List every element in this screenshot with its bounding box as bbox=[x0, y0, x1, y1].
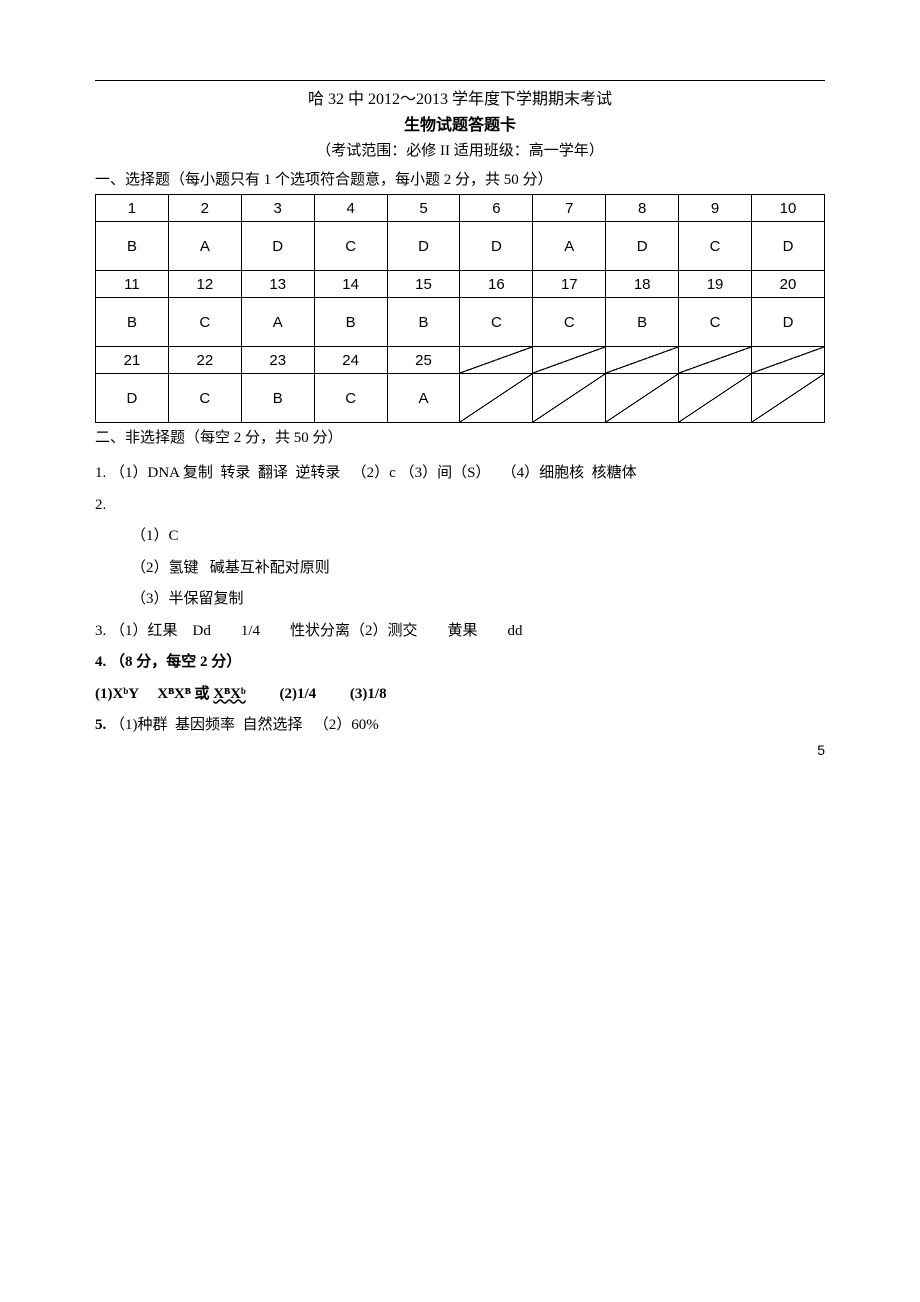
empty-cell bbox=[460, 374, 533, 423]
q4-line: (1)XᵇY XᴮXᴮ 或 XᴮXᵇ (2)1/4 (3)1/8 bbox=[95, 679, 825, 711]
qnum: 11 bbox=[96, 271, 169, 298]
qnum: 4 bbox=[314, 195, 387, 222]
answer-cell: A bbox=[533, 222, 606, 271]
table-row: 11 12 13 14 15 16 17 18 19 20 bbox=[96, 271, 825, 298]
answer-cell: A bbox=[168, 222, 241, 271]
empty-cell bbox=[679, 374, 752, 423]
answer-cell: C bbox=[679, 222, 752, 271]
table-row: B A D C D D A D C D bbox=[96, 222, 825, 271]
empty-cell bbox=[752, 374, 825, 423]
empty-cell bbox=[679, 347, 752, 374]
top-rule bbox=[95, 80, 825, 81]
answer-cell: B bbox=[606, 298, 679, 347]
answer-cell: B bbox=[96, 222, 169, 271]
table-row: 1 2 3 4 5 6 7 8 9 10 bbox=[96, 195, 825, 222]
qnum: 17 bbox=[533, 271, 606, 298]
answer-cell: D bbox=[460, 222, 533, 271]
page-number: 5 bbox=[817, 742, 825, 758]
answer-cell: B bbox=[241, 374, 314, 423]
answer-cell: C bbox=[314, 222, 387, 271]
empty-cell bbox=[460, 347, 533, 374]
q-label: 1. bbox=[95, 465, 106, 481]
qnum: 5 bbox=[387, 195, 460, 222]
qnum: 1 bbox=[96, 195, 169, 222]
section1-heading: 一、选择题（每小题只有 1 个选项符合题意，每小题 2 分，共 50 分） bbox=[95, 167, 825, 194]
empty-cell bbox=[606, 347, 679, 374]
answer-cell: C bbox=[533, 298, 606, 347]
qnum: 22 bbox=[168, 347, 241, 374]
answer-cell: B bbox=[314, 298, 387, 347]
answer-cell: D bbox=[387, 222, 460, 271]
answer-cell: D bbox=[241, 222, 314, 271]
exam-scope: （考试范围：必修 II 适用班级：高一学年） bbox=[95, 138, 825, 165]
q2-line1: （1）C bbox=[95, 521, 825, 553]
q2-line2: （2）氢键 碱基互补配对原则 bbox=[95, 553, 825, 585]
page: 哈 32 中 2012～2013 学年度下学期期末考试 生物试题答题卡 （考试范… bbox=[0, 0, 920, 782]
qnum: 14 bbox=[314, 271, 387, 298]
answer-cell: C bbox=[168, 298, 241, 347]
qnum: 2 bbox=[168, 195, 241, 222]
exam-subtitle: 生物试题答题卡 bbox=[95, 113, 825, 139]
qnum: 9 bbox=[679, 195, 752, 222]
answer-cell: C bbox=[460, 298, 533, 347]
qnum: 21 bbox=[96, 347, 169, 374]
empty-cell bbox=[606, 374, 679, 423]
qnum: 23 bbox=[241, 347, 314, 374]
qnum: 19 bbox=[679, 271, 752, 298]
answer-cell: D bbox=[752, 222, 825, 271]
qnum: 16 bbox=[460, 271, 533, 298]
q-label: 3. bbox=[95, 623, 106, 639]
answer-cell: D bbox=[606, 222, 679, 271]
qnum: 15 bbox=[387, 271, 460, 298]
empty-cell bbox=[533, 374, 606, 423]
q-label: 4. bbox=[95, 654, 106, 670]
qnum: 18 bbox=[606, 271, 679, 298]
empty-cell bbox=[752, 347, 825, 374]
q4-header: 4. （8 分，每空 2 分） bbox=[95, 647, 825, 679]
section2-heading: 二、非选择题（每空 2 分，共 50 分） bbox=[95, 425, 825, 452]
empty-cell bbox=[533, 347, 606, 374]
q2-label: 2. bbox=[95, 490, 825, 522]
answer-cell: C bbox=[168, 374, 241, 423]
free-response: 1. （1）DNA 复制 转录 翻译 逆转录 （2）c （3）间（S） （4）细… bbox=[95, 458, 825, 742]
qnum: 8 bbox=[606, 195, 679, 222]
qnum: 10 bbox=[752, 195, 825, 222]
table-row: D C B C A bbox=[96, 374, 825, 423]
q1-line: 1. （1）DNA 复制 转录 翻译 逆转录 （2）c （3）间（S） （4）细… bbox=[95, 458, 825, 490]
exam-title: 哈 32 中 2012～2013 学年度下学期期末考试 bbox=[95, 87, 825, 113]
answer-cell: B bbox=[387, 298, 460, 347]
qnum: 3 bbox=[241, 195, 314, 222]
q5-line: 5. （1)种群 基因频率 自然选择 （2）60% bbox=[95, 710, 825, 742]
q3-line: 3. （1）红果 Dd 1/4 性状分离（2）测交 黄果 dd bbox=[95, 616, 825, 648]
answer-cell: C bbox=[679, 298, 752, 347]
answer-cell: D bbox=[96, 374, 169, 423]
table-row: B C A B B C C B C D bbox=[96, 298, 825, 347]
answer-table: 1 2 3 4 5 6 7 8 9 10 B A D C D D A D C D… bbox=[95, 194, 825, 423]
qnum: 6 bbox=[460, 195, 533, 222]
answer-cell: A bbox=[387, 374, 460, 423]
qnum: 20 bbox=[752, 271, 825, 298]
qnum: 24 bbox=[314, 347, 387, 374]
q2-line3: （3）半保留复制 bbox=[95, 584, 825, 616]
qnum: 13 bbox=[241, 271, 314, 298]
table-row: 21 22 23 24 25 bbox=[96, 347, 825, 374]
answer-cell: D bbox=[752, 298, 825, 347]
answer-cell: A bbox=[241, 298, 314, 347]
qnum: 7 bbox=[533, 195, 606, 222]
q-label: 5. bbox=[95, 717, 106, 733]
answer-cell: C bbox=[314, 374, 387, 423]
qnum: 12 bbox=[168, 271, 241, 298]
answer-cell: B bbox=[96, 298, 169, 347]
qnum: 25 bbox=[387, 347, 460, 374]
